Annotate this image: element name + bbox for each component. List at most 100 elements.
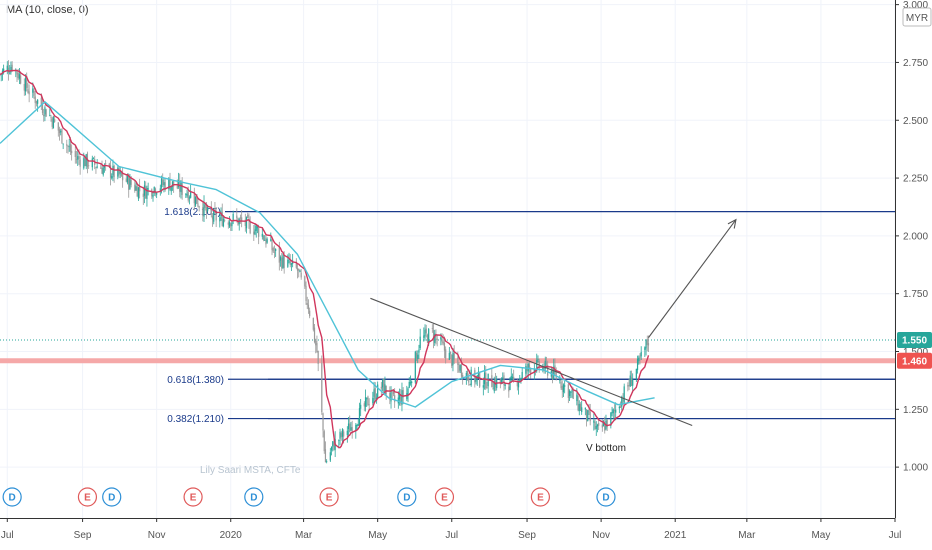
candle-body-50 <box>84 158 86 167</box>
dividend-badge-2[interactable] <box>102 487 122 507</box>
candle-body-220 <box>373 389 375 397</box>
candle-body-335 <box>568 390 571 397</box>
candle-body-27 <box>44 107 46 115</box>
candle-body-110 <box>186 193 188 196</box>
candle-body-254 <box>431 328 433 329</box>
candle-body-330 <box>560 381 562 388</box>
y-tick-label-0: 3.000 <box>903 0 928 11</box>
time-axis-bg[interactable] <box>0 518 895 550</box>
candle-body-299 <box>508 386 510 392</box>
earnings-badge-1[interactable] <box>77 487 98 507</box>
candle-body-216 <box>366 397 368 400</box>
candle-body-243 <box>411 381 413 384</box>
candle-body-371 <box>629 375 631 387</box>
x-tick-label-4: Mar <box>295 530 313 541</box>
candle-body-367 <box>622 399 624 401</box>
candle-body-372 <box>630 377 633 386</box>
candle-body-70 <box>118 167 120 175</box>
ma-slow-line[interactable] <box>0 101 655 408</box>
candle-body-38 <box>62 143 64 145</box>
candle-body-290 <box>492 388 494 390</box>
candle-body-376 <box>638 357 640 362</box>
candle-body-115 <box>194 196 197 206</box>
earnings-badge-3[interactable] <box>183 487 203 507</box>
candle-body-342 <box>579 403 582 411</box>
indicator-label[interactable]: MA (10, close, 0) <box>6 4 89 16</box>
candle-body-19 <box>32 88 34 93</box>
candle-body-165 <box>279 256 282 261</box>
candle-body-334 <box>567 384 569 398</box>
candle-body-208 <box>351 427 353 434</box>
candle-body-363 <box>615 409 617 413</box>
candle-body-12 <box>18 74 21 79</box>
candle-body-242 <box>409 382 412 384</box>
candle-body-194 <box>329 452 331 461</box>
candle-body-354 <box>601 424 603 428</box>
candle-body-235 <box>398 394 401 400</box>
dividend-badge-9[interactable] <box>596 487 616 507</box>
candle-body-294 <box>499 379 501 383</box>
candle-body-186 <box>315 340 317 346</box>
y-tick-label-8: 1.000 <box>903 463 928 474</box>
candle-body-111 <box>187 191 189 201</box>
candle-body-18 <box>28 91 30 95</box>
candle-body-21 <box>34 96 36 103</box>
candle-body-211 <box>357 424 359 426</box>
candle-body-306 <box>519 378 521 381</box>
candle-body-268 <box>453 352 455 360</box>
candle-body-183 <box>309 310 311 317</box>
y-tick-label-4: 2.000 <box>903 231 928 242</box>
candle-body-344 <box>584 407 586 410</box>
candle-body-4 <box>6 65 8 71</box>
candle-body-258 <box>436 338 438 341</box>
candle-body-107 <box>180 183 182 193</box>
candle-body-161 <box>272 247 274 252</box>
projection-arrow[interactable] <box>648 219 737 338</box>
candle-body-78 <box>130 179 132 185</box>
currency-box[interactable] <box>902 7 932 27</box>
drawings[interactable]: V bottom Lily Saari MSTA, CFTe <box>200 218 737 476</box>
earnings-badge-7[interactable] <box>434 487 455 507</box>
candle-body-217 <box>367 396 369 406</box>
last-price-tag[interactable] <box>897 331 932 348</box>
candle-body-179 <box>304 276 306 287</box>
earnings-badge-5[interactable] <box>319 487 339 507</box>
ma-fast-line[interactable] <box>0 69 650 449</box>
candle-body-82 <box>137 187 140 199</box>
candle-body-123 <box>207 206 209 211</box>
candle-body-246 <box>417 354 419 359</box>
candle-body-247 <box>418 349 420 353</box>
candle-body-119 <box>202 207 204 216</box>
candle-body-164 <box>278 247 280 263</box>
candle-body-185 <box>313 327 316 342</box>
candle-body-218 <box>368 404 370 406</box>
dividend-badge-6[interactable] <box>397 487 417 507</box>
candle-body-24 <box>40 98 42 107</box>
dividend-badge-0[interactable] <box>2 487 22 507</box>
candle-body-65 <box>109 165 112 178</box>
candle-body-206 <box>349 423 351 433</box>
candle-body-29 <box>49 115 51 116</box>
fib-label-2: 0.382(1.210) <box>167 414 224 425</box>
dividend-badge-4[interactable] <box>244 487 264 507</box>
support-price-tag[interactable] <box>897 352 932 369</box>
candle-body-99 <box>168 178 170 190</box>
candle-body-151 <box>255 225 257 231</box>
candle-body-51 <box>85 154 87 167</box>
trendline[interactable] <box>370 297 693 427</box>
candle-body-139 <box>236 215 238 219</box>
candle-body-287 <box>486 387 488 388</box>
price-axis-bg[interactable] <box>895 0 932 550</box>
candle-body-113 <box>190 191 192 198</box>
candle-body-36 <box>60 130 62 133</box>
candle-body-86 <box>145 186 147 199</box>
earnings-badge-8[interactable] <box>530 487 551 507</box>
candle-body-120 <box>203 202 205 217</box>
candle-body-150 <box>254 229 256 235</box>
y-tick-label-7: 1.250 <box>903 405 928 416</box>
currency-label: MYR <box>906 13 928 24</box>
badge-letter-7: E <box>441 493 448 504</box>
